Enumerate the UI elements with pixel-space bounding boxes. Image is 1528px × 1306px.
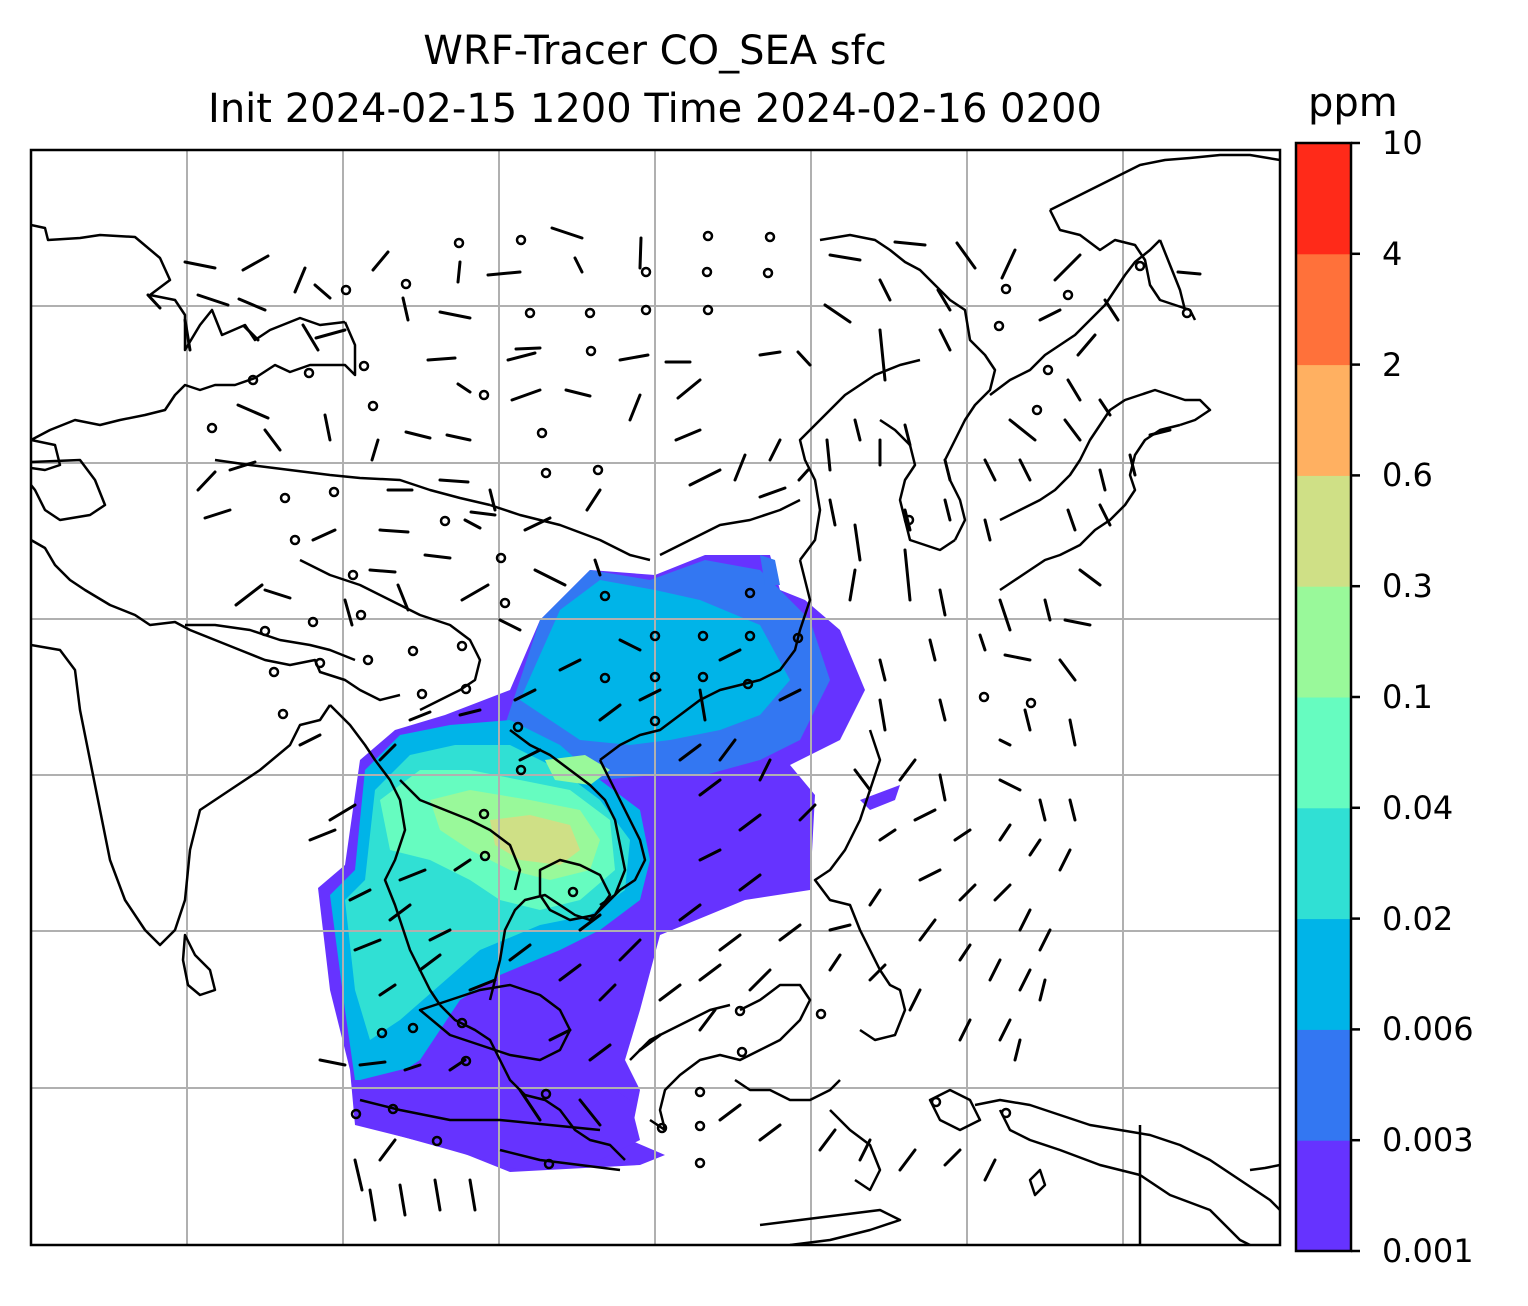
colorbar-band (1296, 143, 1351, 255)
colorbar-band (1296, 697, 1351, 809)
colorbar-band (1296, 586, 1351, 698)
map-area (31, 150, 1280, 1245)
colorbar-band (1296, 1029, 1351, 1141)
colorbar-tick-label: 0.3 (1382, 567, 1433, 606)
colorbar-bands (1296, 143, 1351, 1252)
colorbar-tick-label: 0.003 (1382, 1121, 1474, 1160)
colorbar-band (1296, 253, 1351, 366)
calm-wind-markers (206, 230, 1193, 1170)
colorbar-tick-label: 10 (1382, 124, 1423, 162)
chart-title-line-1: WRF-Tracer CO_SEA sfc (423, 28, 887, 74)
colorbar-tick-label: 0.006 (1382, 1010, 1474, 1049)
colorbar-ticks (1351, 141, 1360, 1253)
colorbar-tick-label: 0.001 (1382, 1232, 1474, 1270)
wind-barbs (146, 226, 1202, 1222)
colorbar-tick-label: 4 (1382, 234, 1403, 273)
colorbar-band (1296, 1140, 1351, 1252)
colorbar-band (1296, 807, 1351, 920)
colorbar-tick-label: 0.02 (1382, 899, 1454, 938)
map-border (29, 148, 1282, 1247)
chart-title-line-2: Init 2024-02-15 1200 Time 2024-02-16 020… (208, 86, 1102, 132)
colorbar (1294, 141, 1360, 1253)
colorbar-tick-label: 0.04 (1382, 788, 1454, 827)
colorbar-tick-label: 2 (1382, 345, 1403, 384)
colorbar-band (1296, 918, 1351, 1030)
tracer-concentration-field (318, 555, 900, 1172)
coastlines-and-borders (31, 153, 1280, 1245)
colorbar-tick-label: 0.1 (1382, 678, 1433, 716)
map-gridlines (31, 150, 1280, 1245)
colorbar-tick-label: 0.6 (1382, 456, 1433, 495)
colorbar-unit-label: ppm (1308, 80, 1398, 126)
colorbar-band (1296, 475, 1351, 587)
colorbar-band (1296, 364, 1351, 476)
